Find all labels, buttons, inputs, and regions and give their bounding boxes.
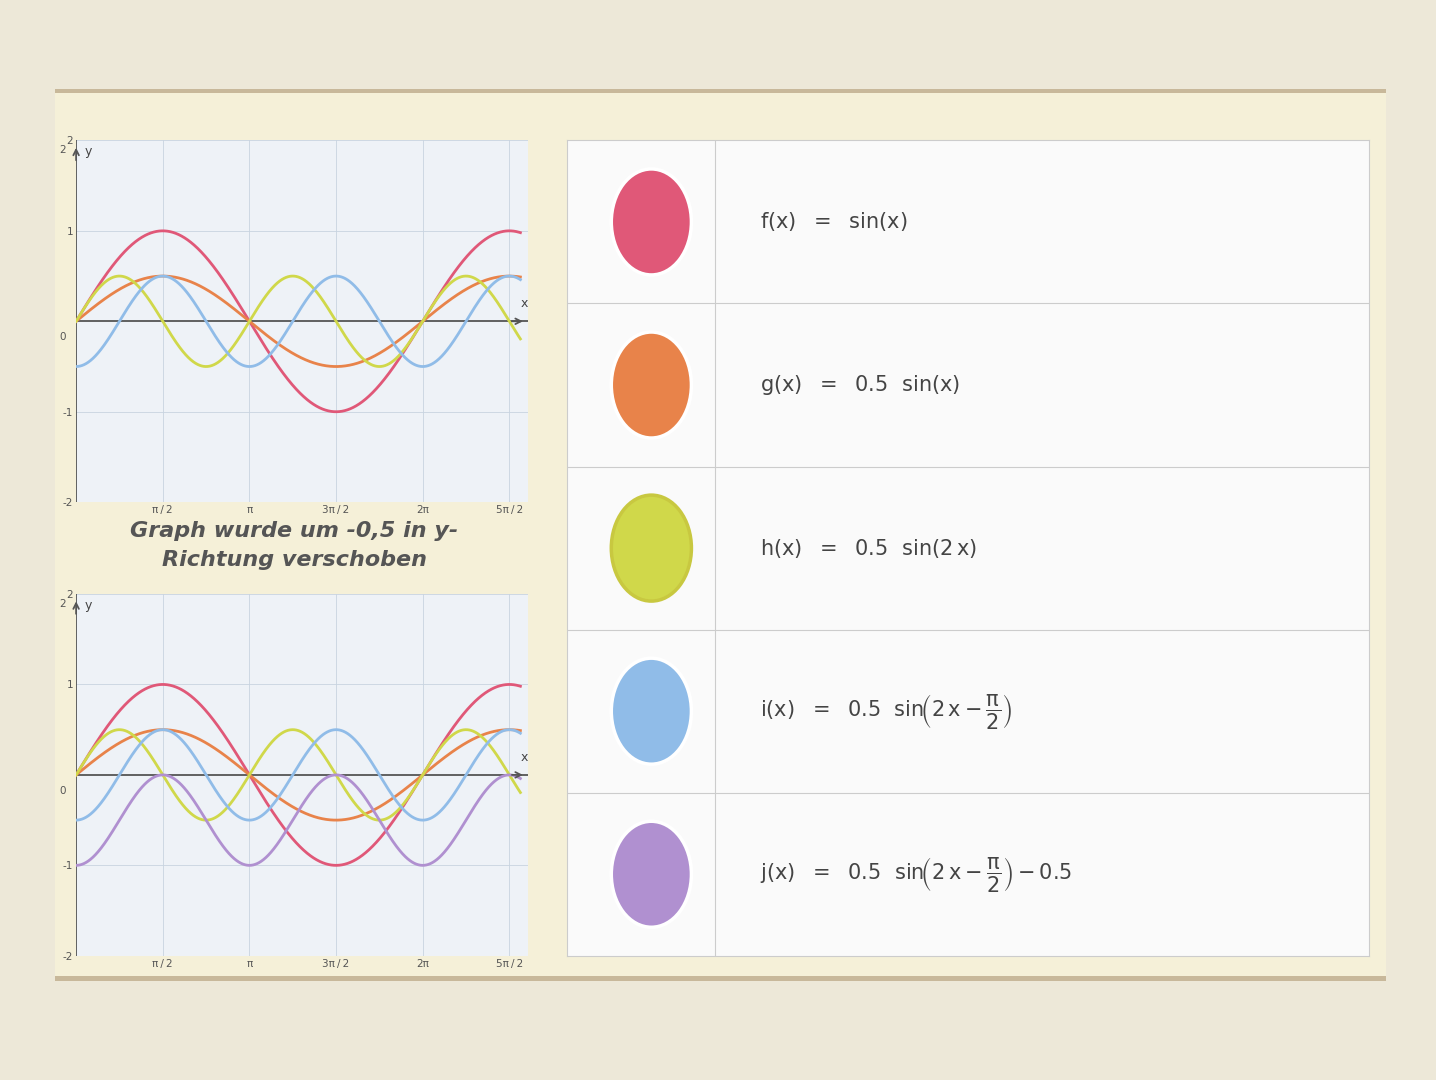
Text: x: x — [521, 751, 528, 764]
Text: 2: 2 — [59, 598, 66, 608]
Text: $\mathregular{h(x)\ \ =\ \ 0.5\ \ sin(2\,x)}$: $\mathregular{h(x)\ \ =\ \ 0.5\ \ sin(2\… — [760, 537, 976, 559]
Text: x: x — [521, 297, 528, 310]
Ellipse shape — [612, 495, 691, 602]
Text: $\mathregular{f(x)\ \ =\ \ sin(x)}$: $\mathregular{f(x)\ \ =\ \ sin(x)}$ — [760, 211, 908, 233]
Ellipse shape — [612, 332, 691, 438]
Text: y: y — [85, 598, 92, 611]
Ellipse shape — [612, 168, 691, 275]
Text: 0: 0 — [60, 333, 66, 342]
Text: $\mathregular{g(x)\ \ =\ \ 0.5\ \ sin(x)}$: $\mathregular{g(x)\ \ =\ \ 0.5\ \ sin(x)… — [760, 373, 959, 397]
Text: 2: 2 — [59, 145, 66, 154]
Text: 0: 0 — [60, 786, 66, 796]
Text: y: y — [85, 145, 92, 158]
Ellipse shape — [612, 821, 691, 928]
Text: $\mathregular{i(x)\ \ =\ \ 0.5\ \ sin\!\left(2\,x - \dfrac{\pi}{2}\right)}$: $\mathregular{i(x)\ \ =\ \ 0.5\ \ sin\!\… — [760, 691, 1012, 731]
Text: $\mathregular{j(x)\ \ =\ \ 0.5\ \ sin\!\left(2\,x - \dfrac{\pi}{2}\right) - 0.5}: $\mathregular{j(x)\ \ =\ \ 0.5\ \ sin\!\… — [760, 854, 1071, 894]
Ellipse shape — [612, 658, 691, 765]
Text: Graph wurde um -0,5 in y-
Richtung verschoben: Graph wurde um -0,5 in y- Richtung versc… — [131, 521, 458, 570]
